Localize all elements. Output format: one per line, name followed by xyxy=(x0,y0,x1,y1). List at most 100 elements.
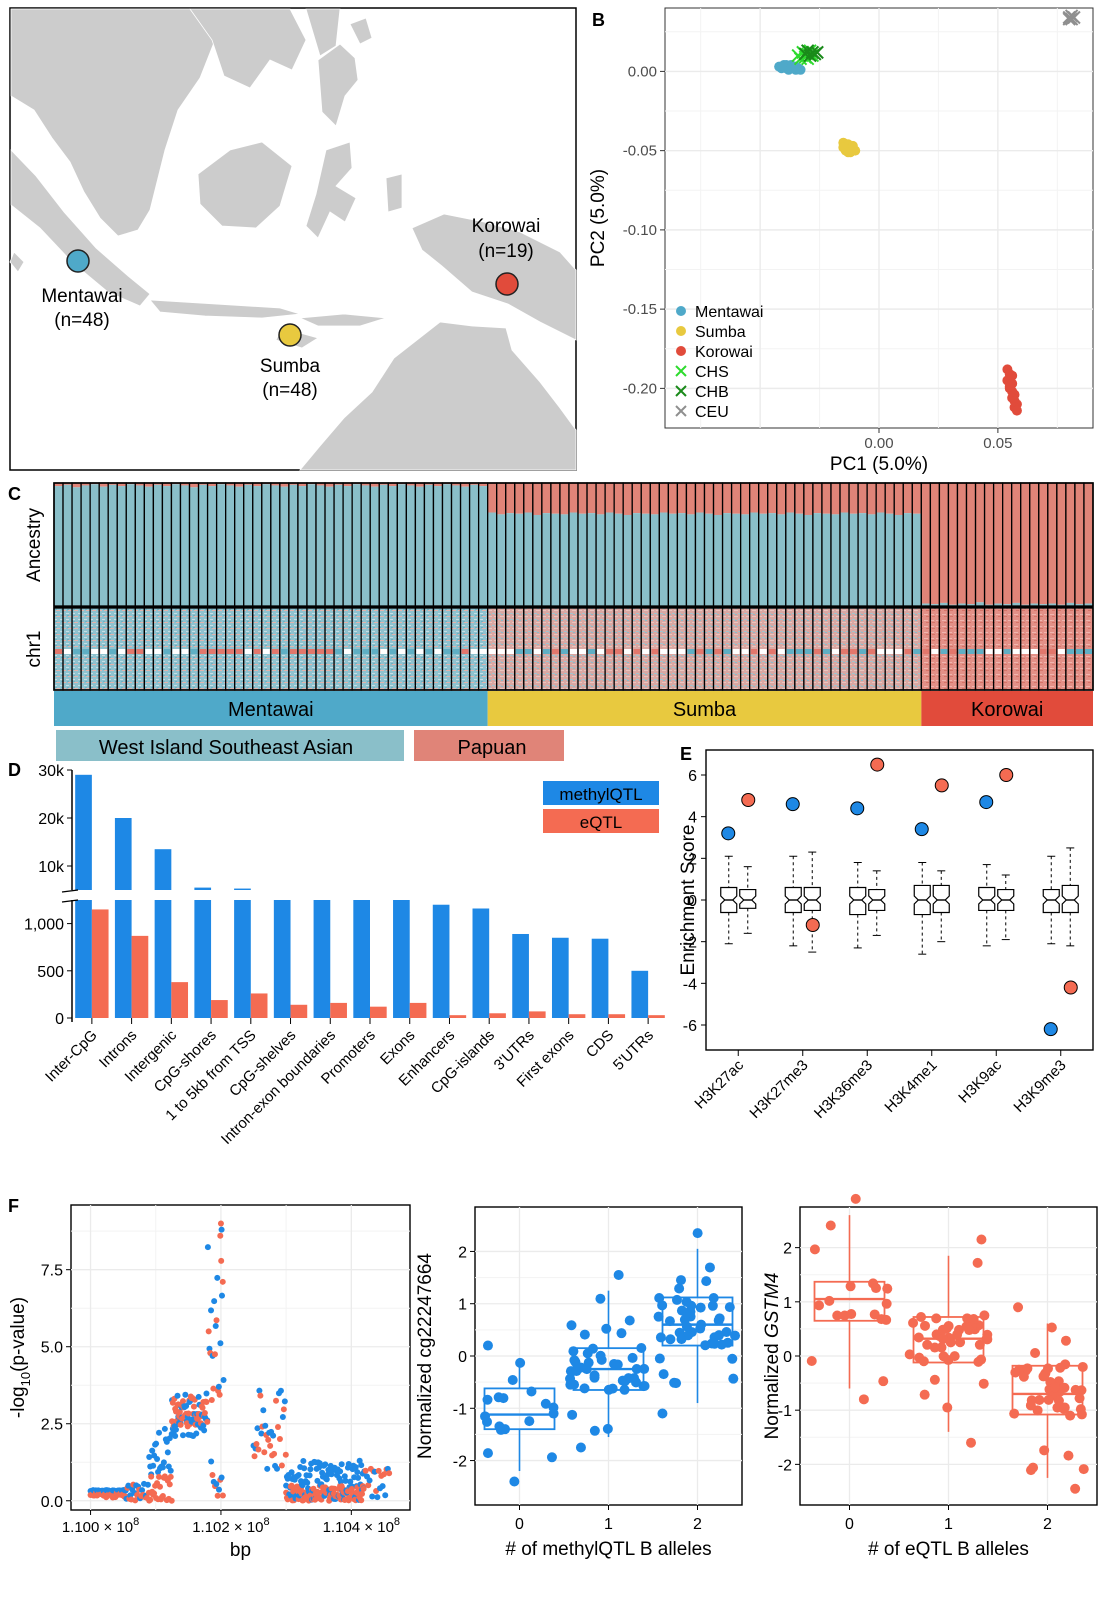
data-point xyxy=(730,1330,741,1341)
ancestry-bar-west xyxy=(641,513,651,606)
ancestry-bar-papuan xyxy=(514,483,524,514)
legend-label-ceu: CEU xyxy=(695,404,729,421)
snp-point xyxy=(342,1477,349,1484)
data-point xyxy=(809,1244,820,1255)
snp-point xyxy=(273,1397,280,1404)
y-tick-label: 6 xyxy=(688,768,697,785)
site-label-sumba: Sumba xyxy=(260,356,321,377)
snp-point xyxy=(125,1482,132,1489)
data-point xyxy=(674,1283,685,1294)
snp-point xyxy=(132,1497,139,1504)
bar-methylqtl xyxy=(472,908,490,1018)
ancestry-bar-papuan xyxy=(686,483,696,515)
bar-methylqtl xyxy=(512,933,529,1018)
data-point xyxy=(1049,1382,1060,1393)
snp-point xyxy=(288,1469,295,1476)
ancestry-bar-west xyxy=(189,487,199,606)
chr1-gap-segment xyxy=(723,649,731,654)
chr1-gap-segment xyxy=(579,649,587,654)
snp-point xyxy=(203,1399,210,1406)
chr1-gap-segment xyxy=(1012,649,1020,654)
snp-point xyxy=(204,1244,211,1251)
chr1-gap-segment xyxy=(91,649,99,654)
bar-methylqtl xyxy=(234,888,251,1018)
manhattan-panel: 1.100 × 108 1.102 × 108 1.104 × 108 0.0 2.5 5… xyxy=(8,1204,411,1561)
data-point xyxy=(582,1348,593,1359)
chr1-gap-segment xyxy=(904,649,912,654)
snp-point xyxy=(195,1393,202,1400)
chr1-gap-segment xyxy=(389,649,397,654)
notched-box xyxy=(1061,884,1079,914)
ancestry-bar-west xyxy=(352,484,362,606)
chr1-gap-segment xyxy=(317,649,325,654)
snp-point xyxy=(337,1468,344,1475)
chr1-gap-segment xyxy=(371,649,379,654)
ancestry-bar-papuan xyxy=(677,483,687,514)
snp-point xyxy=(217,1220,224,1227)
ancestry-bar-west xyxy=(1029,603,1039,606)
chr1-gap-segment xyxy=(280,649,288,654)
ancestry-bar-west xyxy=(894,514,904,606)
chr1-gap-segment xyxy=(434,649,442,654)
ancestry-bar-west xyxy=(614,513,624,606)
ancestry-bar-papuan xyxy=(316,483,326,486)
bar-methylqtl xyxy=(393,895,410,1018)
data-point xyxy=(595,1293,606,1304)
ancestry-bar-west xyxy=(234,486,244,606)
data-point xyxy=(609,1358,620,1369)
data-point xyxy=(1009,1408,1020,1419)
data-point xyxy=(589,1372,600,1383)
observed-methylqtl xyxy=(721,826,736,841)
snp-point xyxy=(379,1483,386,1490)
bar-eqtl xyxy=(171,982,189,1018)
snp-point xyxy=(265,1436,272,1443)
chr1-gap-segment xyxy=(895,649,903,654)
enrichment-panel: -6 -4 -2 0 2 4 6 Enrichment Score H3K27ac H3K27me… xyxy=(678,749,1094,1122)
chr1-gap-segment xyxy=(362,649,370,654)
snp-point xyxy=(257,1392,264,1399)
data-point xyxy=(716,1339,727,1350)
chr1-gap-segment xyxy=(1075,649,1083,654)
snp-point xyxy=(375,1467,382,1474)
chr1-gap-segment xyxy=(705,649,713,654)
ancestry-bar-west xyxy=(433,486,443,606)
snp-point xyxy=(190,1403,197,1410)
point-chb xyxy=(810,45,824,60)
data-point xyxy=(1059,1402,1070,1413)
chr1-gap-segment xyxy=(497,649,505,654)
data-point xyxy=(707,1300,718,1311)
ancestry-bar-west xyxy=(930,604,940,606)
data-point xyxy=(657,1408,668,1419)
data-point xyxy=(978,1378,989,1389)
snp-point xyxy=(306,1472,313,1479)
landmass xyxy=(9,8,577,471)
ancestry-bar-papuan xyxy=(162,483,172,487)
ancestry-bar-west xyxy=(153,484,163,606)
data-point xyxy=(1038,1371,1049,1382)
chr1-gap-segment xyxy=(416,649,424,654)
data-point xyxy=(566,1320,577,1331)
observed-eqtl xyxy=(934,778,949,793)
x-tick-label: CDS xyxy=(583,1027,617,1061)
ancestry-bar-west xyxy=(343,486,353,606)
data-point xyxy=(708,1292,719,1303)
snp-point xyxy=(147,1496,154,1503)
data-point xyxy=(1043,1394,1054,1405)
data-point xyxy=(1018,1371,1029,1382)
y-label-ancestry: Ancestry xyxy=(24,508,45,582)
data-point xyxy=(974,1339,985,1350)
snp-point xyxy=(208,1396,215,1403)
ancestry-bar-west xyxy=(659,512,669,606)
data-point xyxy=(929,1374,940,1385)
ancestry-bar-west xyxy=(704,513,714,606)
y-tick-label: -0.05 xyxy=(623,143,657,160)
ancestry-bar-west xyxy=(912,513,922,606)
bar-eqtl xyxy=(409,1002,427,1018)
data-point xyxy=(922,1339,933,1350)
data-point xyxy=(806,1355,817,1366)
data-point xyxy=(1065,1410,1076,1421)
ancestry-bar-west xyxy=(451,485,461,606)
ancestry-bar-papuan xyxy=(108,483,118,485)
snp-point xyxy=(200,1422,207,1429)
